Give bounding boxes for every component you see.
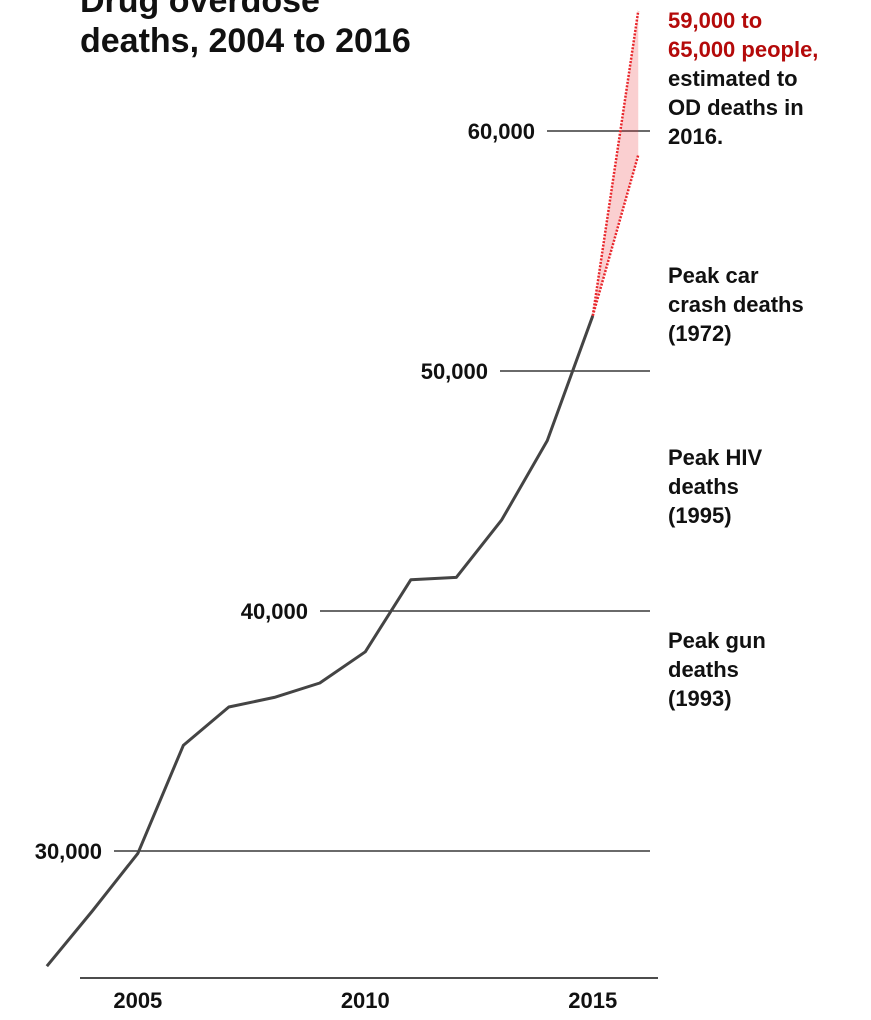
annotation: 59,000 to <box>668 8 762 33</box>
y-tick-label: 40,000 <box>241 599 308 624</box>
chart-title: Drug overdose <box>80 0 320 20</box>
annotation: OD deaths in <box>668 95 804 120</box>
annotation: (1995) <box>668 503 732 528</box>
y-tick-label: 60,000 <box>468 119 535 144</box>
annotation: Peak car <box>668 263 759 288</box>
chart-title: deaths, 2004 to 2016 <box>80 22 411 60</box>
estimate-edge <box>591 10 640 316</box>
x-tick-label: 2015 <box>568 988 617 1013</box>
annotation: 2016. <box>668 124 723 149</box>
y-tick-label: 30,000 <box>35 839 102 864</box>
annotation: (1972) <box>668 321 732 346</box>
annotation: 65,000 people, <box>668 37 818 62</box>
annotation: deaths <box>668 657 739 682</box>
annotation: (1993) <box>668 686 732 711</box>
annotation: estimated to <box>668 66 798 91</box>
x-tick-label: 2010 <box>341 988 390 1013</box>
y-tick-label: 50,000 <box>421 359 488 384</box>
line <box>45 315 595 968</box>
annotation: Peak HIV <box>668 445 762 470</box>
annotation: Peak gun <box>668 628 766 653</box>
annotation: crash deaths <box>668 292 804 317</box>
x-tick-label: 2005 <box>113 988 162 1013</box>
annotation: deaths <box>668 474 739 499</box>
